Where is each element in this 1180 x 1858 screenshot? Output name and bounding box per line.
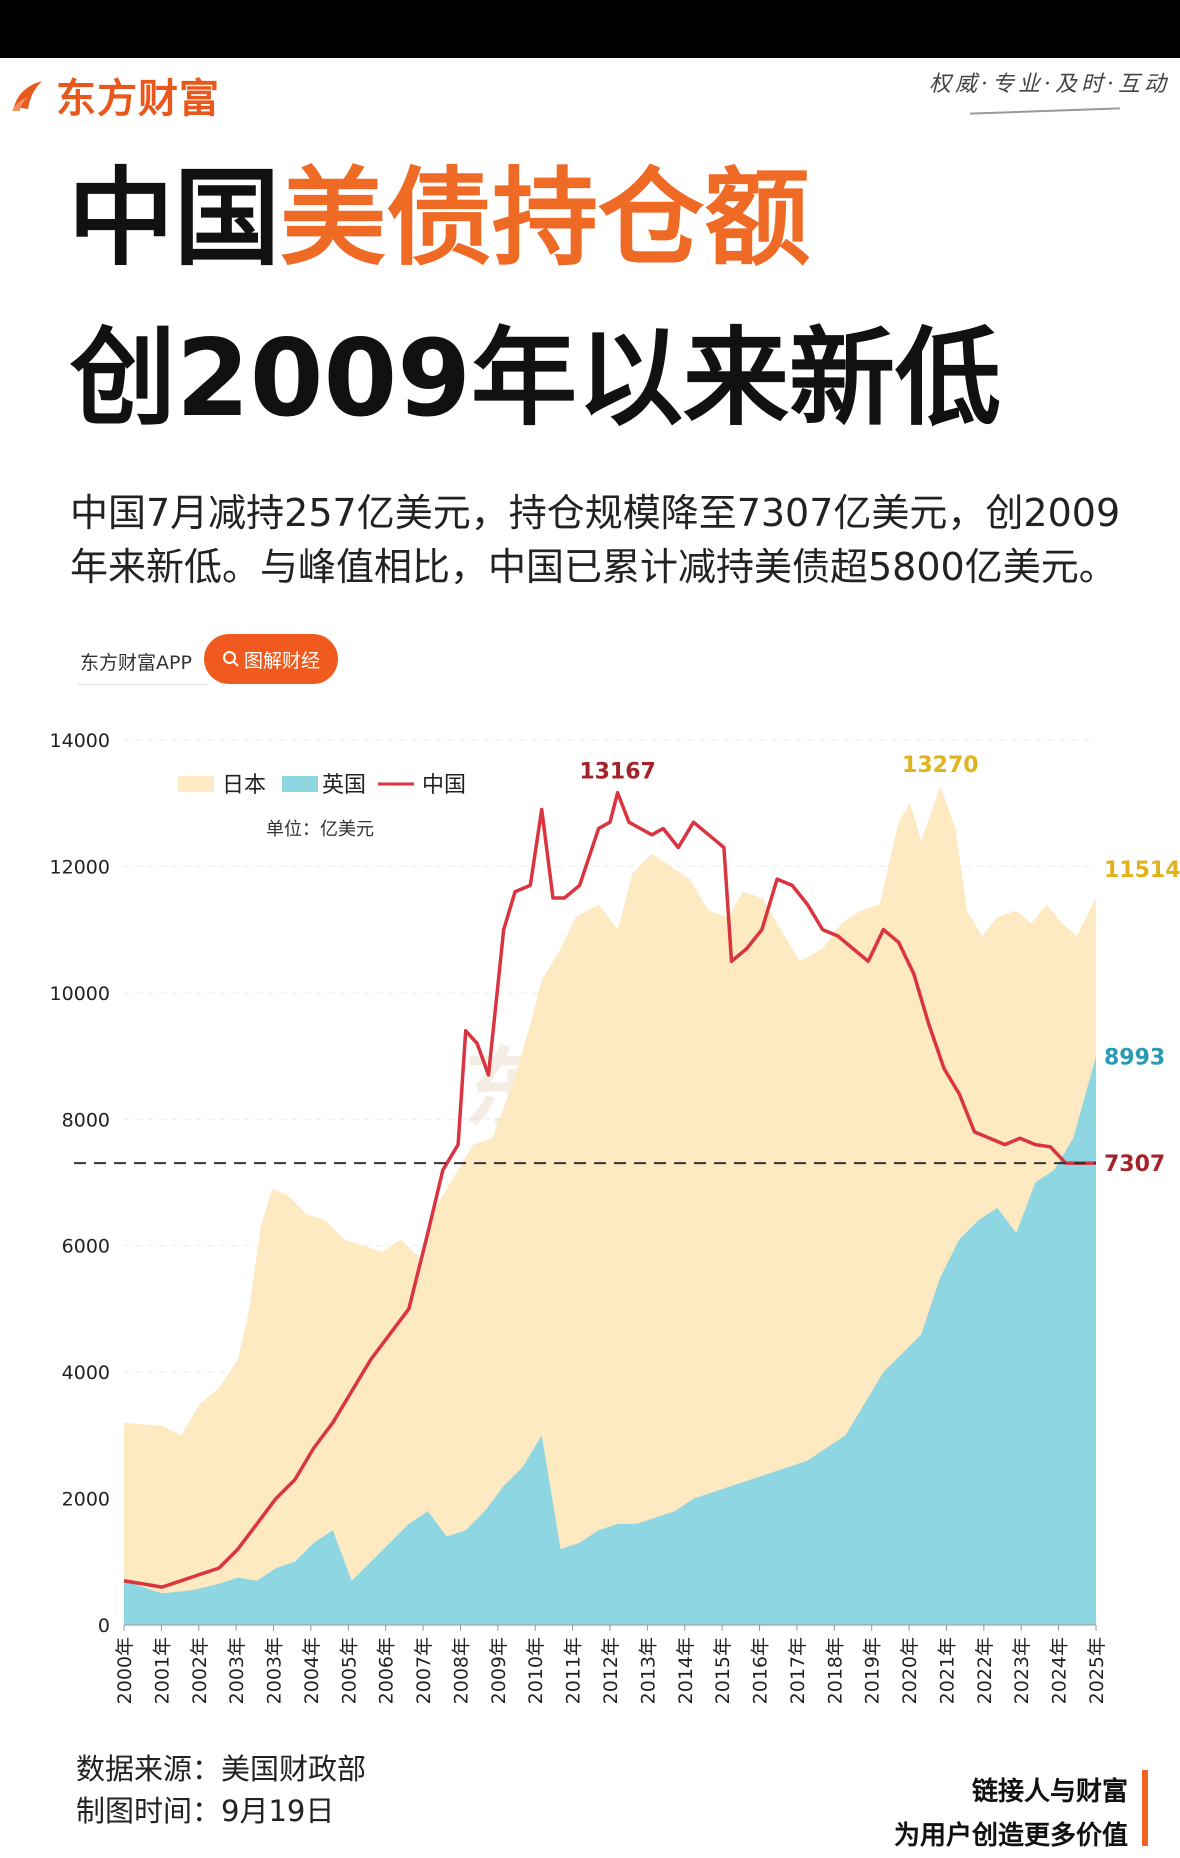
legend-swatch-uk: [282, 776, 318, 792]
x-axis-ticks: 2000年 2001年 2002年 2003年 2003年 2004年 2005年 2006年…: [114, 1625, 1108, 1704]
x-tick-label: 2003年: [226, 1637, 248, 1704]
x-tick-label: 2007年: [413, 1637, 435, 1704]
x-tick-label: 2001年: [151, 1637, 173, 1704]
annotation-label: 8993: [1104, 1046, 1165, 1071]
x-tick-label: 2023年: [1011, 1637, 1033, 1704]
tagline-2: 为用户创造更多价值: [893, 1821, 1128, 1851]
x-tick-label: 2017年: [787, 1637, 809, 1704]
x-tick-label: 2006年: [376, 1637, 398, 1704]
x-tick-label: 2018年: [824, 1637, 846, 1704]
annotation-label: 13270: [902, 753, 979, 778]
x-tick-label: 2013年: [637, 1637, 659, 1704]
annotation-label: 13167: [579, 760, 656, 785]
brand-flame-icon: [12, 81, 42, 111]
x-tick-label: 2010年: [525, 1637, 547, 1704]
y-tick-label: 2000: [62, 1489, 110, 1511]
x-tick-label: 2020年: [899, 1637, 921, 1704]
slogan-underline: [970, 107, 1120, 115]
x-tick-label: 2016年: [750, 1637, 772, 1704]
subtitle: 中国7月减持257亿美元，持仓规模降至7307亿美元，创2009年来新低。与峰值…: [70, 491, 1121, 589]
x-tick-label: 2012年: [600, 1637, 622, 1704]
uk-area: [124, 1056, 1096, 1625]
x-tick-label: 2015年: [712, 1637, 734, 1704]
x-tick-label: 2024年: [1049, 1637, 1071, 1704]
chart-areas: [124, 786, 1096, 1625]
chart-annotations: 13167 13270 11514 8993 7307: [579, 753, 1180, 1177]
china-line: [123, 790, 1096, 1589]
x-tick-label: 2008年: [450, 1637, 472, 1704]
brand-slogan: 权威·专业·及时·互动: [929, 72, 1170, 97]
y-tick-label: 0: [98, 1615, 110, 1637]
x-tick-label: 2009年: [488, 1637, 510, 1704]
legend-label-uk: 英国: [322, 773, 366, 798]
legend-label-japan: 日本: [222, 773, 266, 798]
app-label: 东方财富APP: [80, 652, 192, 674]
app-label-underline: [78, 684, 208, 685]
legend-swatch-japan: [178, 776, 214, 792]
annotation-label: 11514: [1104, 858, 1180, 883]
x-tick-label: 2025年: [1086, 1637, 1108, 1704]
y-tick-label: 14000: [50, 730, 110, 752]
x-tick-label: 2005年: [338, 1637, 360, 1704]
legend-label-china: 中国: [422, 773, 466, 798]
chart-unit-label: 单位：亿美元: [266, 819, 374, 840]
y-tick-label: 10000: [50, 983, 110, 1005]
footer-tagline: 链接人与财富 为用户创造更多价值: [894, 1770, 1128, 1858]
search-icon: [222, 651, 239, 667]
x-tick-label: 2021年: [936, 1637, 958, 1704]
brand: 东方财富: [8, 66, 220, 124]
x-tick-label: 2004年: [301, 1637, 323, 1704]
brand-name: 东方财富: [56, 76, 220, 122]
y-tick-label: 12000: [50, 856, 110, 878]
japan-area: [124, 786, 1096, 1625]
app-pill-label: 图解财经: [243, 649, 320, 672]
x-tick-label: 2002年: [189, 1637, 211, 1704]
chart-legend: 日本 英国 中国 单位：亿美元: [178, 773, 466, 840]
x-tick-label: 2003年: [264, 1637, 286, 1704]
y-axis-ticks: 0 2000 4000 6000 8000 10000 12000 14000: [50, 730, 110, 1637]
y-tick-label: 6000: [62, 1236, 110, 1258]
headline-part-1: 中国: [68, 157, 280, 280]
x-tick-label: 2011年: [563, 1637, 585, 1704]
annotation-label: 7307: [1104, 1152, 1165, 1177]
source-block: 数据来源：美国财政部 制图时间：9月19日: [76, 1748, 366, 1832]
x-tick-label: 2019年: [862, 1637, 884, 1704]
app-pill-button[interactable]: 图解财经: [204, 634, 338, 684]
footer-accent-bar: [1142, 1770, 1148, 1846]
x-tick-label: 2022年: [974, 1637, 996, 1704]
x-tick-label: 2000年: [114, 1637, 136, 1704]
top-bar: [0, 0, 1180, 58]
y-tick-label: 4000: [62, 1362, 110, 1384]
tagline-1: 链接人与财富: [971, 1777, 1128, 1807]
headline-highlight: 美债持仓额: [280, 157, 810, 280]
headline-line-2: 创2009年以来新低: [70, 317, 1002, 440]
chart-date-label: 制图时间：9月19日: [76, 1794, 335, 1828]
headline-line-1: 中国美债持仓额: [68, 166, 810, 272]
source-label: 数据来源：美国财政部: [76, 1752, 367, 1786]
x-tick-label: 2014年: [675, 1637, 697, 1704]
y-tick-label: 8000: [62, 1109, 110, 1131]
